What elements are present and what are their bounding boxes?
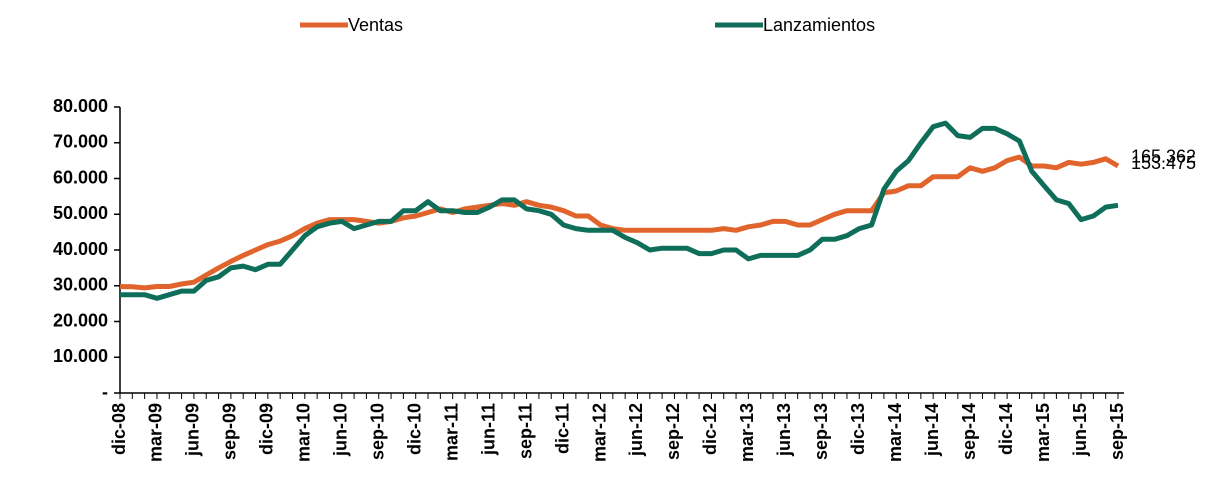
x-tick-label: sep-09	[220, 403, 240, 460]
x-tick-label: jun-09	[183, 403, 203, 457]
x-tick-label: sep-14	[959, 403, 979, 460]
x-tick-label: jun-15	[1070, 403, 1090, 457]
x-tick-label: sep-13	[811, 403, 831, 460]
x-tick-label: dic-14	[996, 403, 1016, 455]
x-tick-label: mar-12	[589, 403, 609, 462]
x-tick-label: mar-14	[885, 403, 905, 462]
x-tick-label: jun-14	[922, 403, 942, 457]
x-tick-label: mar-10	[294, 403, 314, 462]
x-tick-label: dic-08	[109, 403, 129, 455]
x-tick-label: sep-10	[367, 403, 387, 460]
y-tick-label: 70.000	[53, 132, 108, 152]
y-tick-label: -	[102, 382, 108, 402]
end-label: 165.362	[1131, 147, 1196, 167]
y-tick-label: 40.000	[53, 239, 108, 259]
x-tick-label: dic-11	[552, 403, 572, 454]
x-tick-label: dic-13	[848, 403, 868, 455]
x-tick-label: jun-10	[331, 403, 351, 457]
x-tick-label: mar-15	[1033, 403, 1053, 462]
x-tick-label: jun-11	[478, 403, 498, 456]
x-tick-label: mar-13	[737, 403, 757, 462]
x-tick-label: dic-10	[404, 403, 424, 455]
x-tick-label: dic-12	[700, 403, 720, 455]
y-tick-label: 20.000	[53, 310, 108, 330]
y-tick-label: 10.000	[53, 346, 108, 366]
y-tick-label: 80.000	[53, 96, 108, 116]
x-tick-label: dic-09	[257, 403, 277, 455]
end-label: 153.475	[1131, 153, 1196, 173]
x-tick-label: sep-12	[663, 403, 683, 460]
series-line	[120, 120, 1119, 301]
legend-label: Lanzamientos	[763, 15, 875, 35]
y-tick-label: 30.000	[53, 275, 108, 295]
y-tick-label: 60.000	[53, 167, 108, 187]
series-line	[119, 154, 1120, 291]
y-tick-label: 50.000	[53, 203, 108, 223]
x-tick-label: jun-13	[774, 403, 794, 457]
x-tick-label: jun-12	[626, 403, 646, 457]
x-tick-label: mar-09	[146, 403, 166, 462]
legend-label: Ventas	[348, 15, 403, 35]
x-tick-label: sep-11	[515, 403, 535, 459]
x-tick-label: sep-15	[1107, 403, 1127, 460]
x-tick-label: mar-11	[441, 403, 461, 461]
